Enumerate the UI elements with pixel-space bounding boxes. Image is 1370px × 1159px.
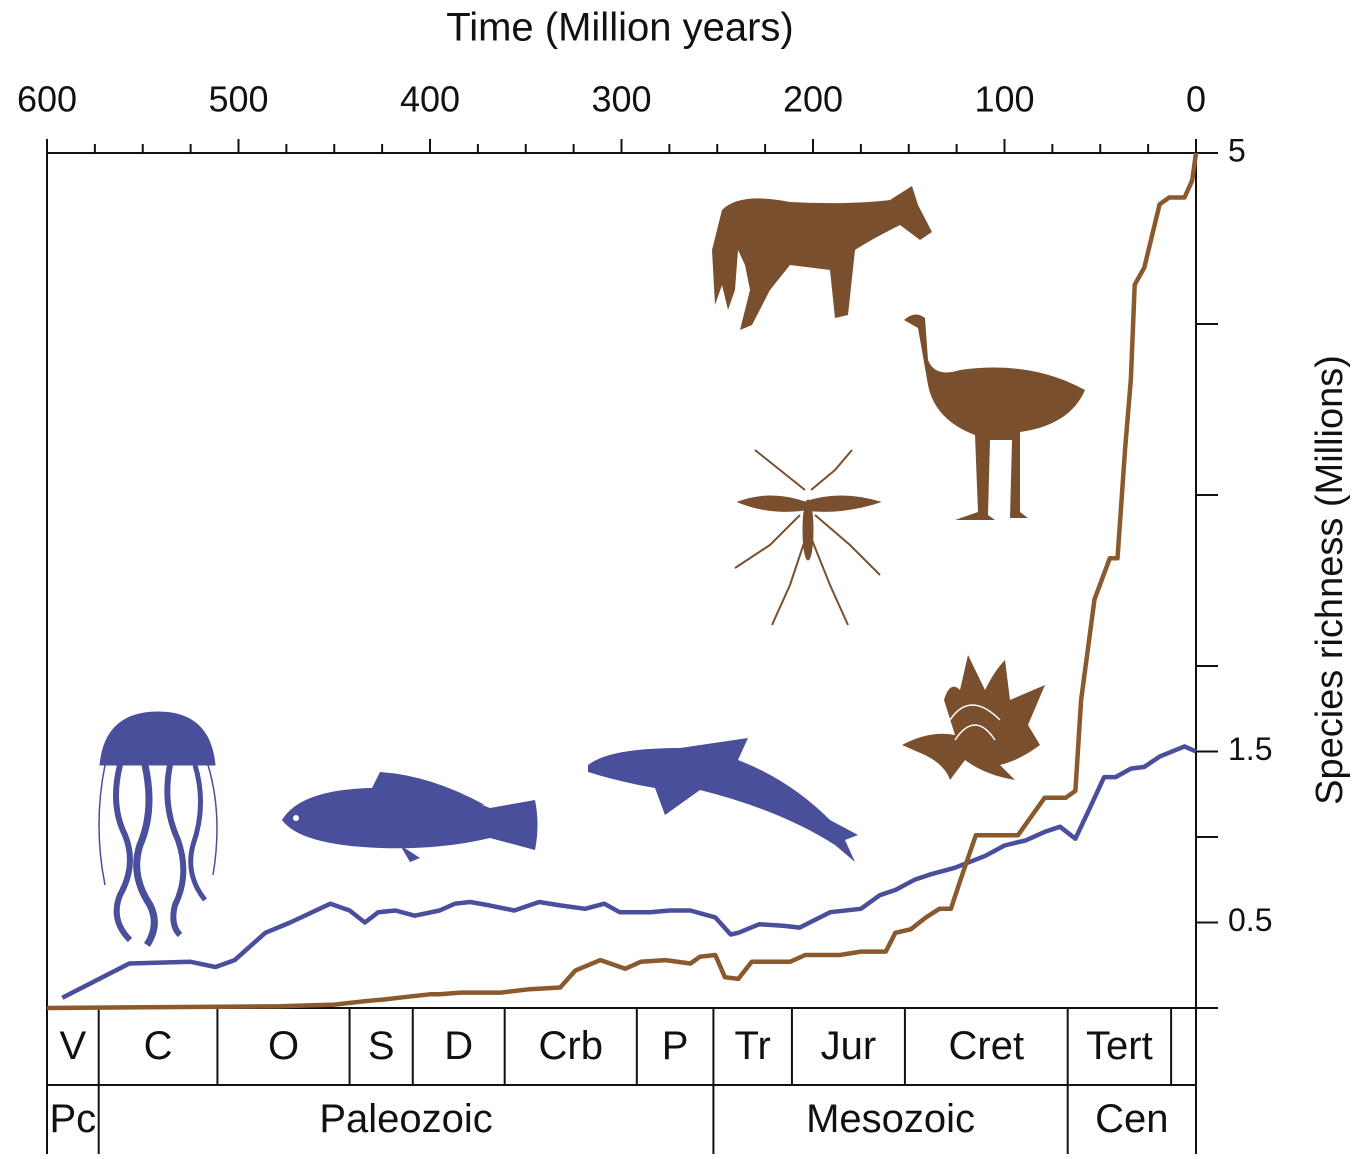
era-label: Paleozoic [319,1097,492,1141]
series-line [47,153,1196,1008]
jellyfish-icon [99,712,217,945]
period-label: D [444,1024,473,1068]
lotus-icon [902,655,1045,780]
period-label: Crb [539,1024,603,1068]
era-label: Mesozoic [806,1097,975,1141]
x-tick-label: 600 [17,79,77,120]
x-tick-label: 0 [1186,79,1206,120]
chart-title: Time (Million years) [446,6,793,50]
dolphin-icon [588,738,858,862]
period-label: Cret [949,1024,1025,1068]
period-label: C [144,1024,173,1068]
horse-icon [712,186,932,330]
fish-icon [282,772,538,862]
emu-icon [904,314,1085,520]
era-label: Pc [50,1097,97,1141]
period-label: Jur [821,1024,877,1068]
y-axis-label: Species richness (Millions) [1309,355,1351,805]
era-label: Cen [1095,1097,1168,1141]
y-tick-label: 1.5 [1228,731,1272,767]
x-tick-label: 300 [591,79,651,120]
period-label: P [662,1024,689,1068]
x-tick-label: 200 [783,79,843,120]
chart: Time (Million years) Species richness (M… [0,0,1370,1154]
y-tick-label: 0.5 [1228,902,1272,938]
y-tick-label: 5 [1228,132,1246,168]
axes [47,153,1218,1154]
x-tick-label: 100 [974,79,1034,120]
period-label: Tert [1086,1024,1153,1068]
mosquito-icon [735,450,880,625]
period-label: S [368,1024,395,1068]
silhouettes [99,186,1085,945]
period-label: O [268,1024,299,1068]
period-label: V [60,1024,87,1068]
period-label: Tr [735,1024,771,1068]
x-tick-label: 500 [208,79,268,120]
series-line [62,746,1196,997]
x-tick-label: 400 [400,79,460,120]
